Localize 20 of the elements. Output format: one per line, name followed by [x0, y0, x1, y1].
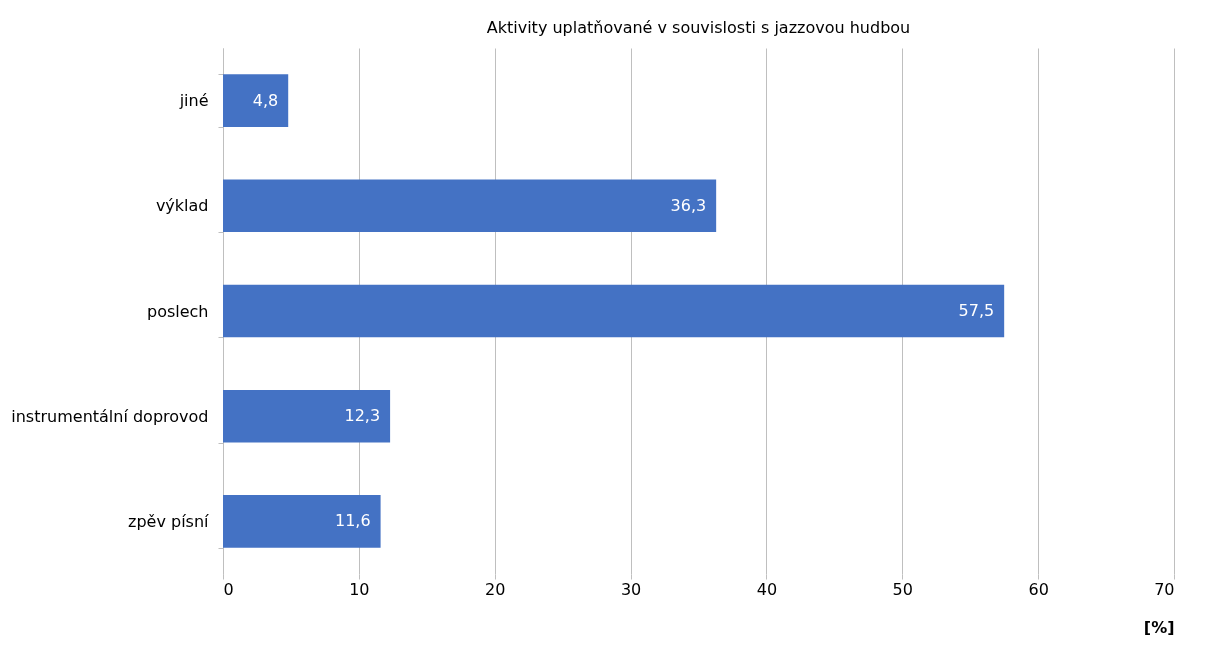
x-axis-title: [%] [1143, 617, 1175, 637]
x-tick-label: 40 [756, 579, 778, 599]
chart-title: Aktivity uplatňované v souvislosti s jazzovou hudbou [486, 18, 911, 37]
data-label: 36,3 [670, 195, 707, 215]
data-label: 11,6 [334, 511, 371, 531]
y-tick-label: poslech [146, 301, 209, 321]
y-tick-label: výklad [155, 196, 209, 216]
x-tick-label: 10 [349, 579, 370, 599]
x-tick-label: 50 [892, 579, 913, 599]
x-tick-label: 30 [620, 579, 642, 599]
data-label: 57,5 [958, 301, 995, 320]
x-tick-label: 0 [223, 579, 234, 599]
y-tick-label: instrumentální doprovod [11, 406, 209, 426]
y-tick-label: zpěv písní [128, 511, 210, 531]
data-label: 12,3 [344, 406, 381, 426]
x-tick-label: 70 [1154, 579, 1175, 599]
x-tick-label: 20 [485, 579, 506, 599]
data-label: 4,8 [252, 90, 279, 110]
y-tick-label: jiné [178, 91, 209, 111]
x-tick-label: 60 [1028, 579, 1049, 599]
